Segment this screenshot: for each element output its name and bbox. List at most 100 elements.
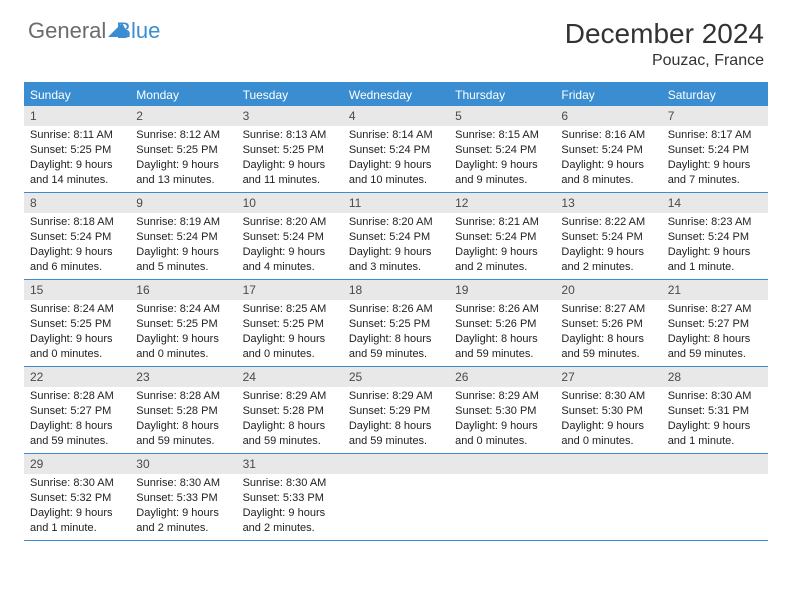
sunset-line: Sunset: 5:33 PM (243, 491, 337, 506)
day-number: 1 (24, 106, 130, 126)
day-number: 25 (343, 367, 449, 387)
sunset-line: Sunset: 5:25 PM (349, 317, 443, 332)
sunrise-line: Sunrise: 8:30 AM (30, 476, 124, 491)
day-number: 23 (130, 367, 236, 387)
calendar-day: 9Sunrise: 8:19 AMSunset: 5:24 PMDaylight… (130, 193, 236, 279)
sunset-line: Sunset: 5:25 PM (136, 143, 230, 158)
sunrise-line: Sunrise: 8:15 AM (455, 128, 549, 143)
day-details: Sunrise: 8:22 AMSunset: 5:24 PMDaylight:… (555, 213, 661, 278)
day-details: Sunrise: 8:12 AMSunset: 5:25 PMDaylight:… (130, 126, 236, 191)
sunrise-line: Sunrise: 8:28 AM (30, 389, 124, 404)
sunrise-line: Sunrise: 8:24 AM (30, 302, 124, 317)
day-number: 20 (555, 280, 661, 300)
day-details: Sunrise: 8:29 AMSunset: 5:29 PMDaylight:… (343, 387, 449, 452)
day-number: 26 (449, 367, 555, 387)
day-details: Sunrise: 8:21 AMSunset: 5:24 PMDaylight:… (449, 213, 555, 278)
weekday-header-row: SundayMondayTuesdayWednesdayThursdayFrid… (24, 84, 768, 106)
day-number: 5 (449, 106, 555, 126)
day-number: 27 (555, 367, 661, 387)
calendar-day: 11Sunrise: 8:20 AMSunset: 5:24 PMDayligh… (343, 193, 449, 279)
sunrise-line: Sunrise: 8:16 AM (561, 128, 655, 143)
daylight-line: Daylight: 8 hours and 59 minutes. (349, 332, 443, 362)
sunset-line: Sunset: 5:25 PM (30, 143, 124, 158)
day-number: 19 (449, 280, 555, 300)
day-number: 9 (130, 193, 236, 213)
calendar-day: 29Sunrise: 8:30 AMSunset: 5:32 PMDayligh… (24, 454, 130, 540)
day-details: Sunrise: 8:15 AMSunset: 5:24 PMDaylight:… (449, 126, 555, 191)
daylight-line: Daylight: 9 hours and 9 minutes. (455, 158, 549, 188)
sunrise-line: Sunrise: 8:19 AM (136, 215, 230, 230)
calendar-day: 25Sunrise: 8:29 AMSunset: 5:29 PMDayligh… (343, 367, 449, 453)
day-details: Sunrise: 8:28 AMSunset: 5:28 PMDaylight:… (130, 387, 236, 452)
daylight-line: Daylight: 9 hours and 7 minutes. (668, 158, 762, 188)
daylight-line: Daylight: 8 hours and 59 minutes. (136, 419, 230, 449)
sunset-line: Sunset: 5:28 PM (136, 404, 230, 419)
sunset-line: Sunset: 5:24 PM (243, 230, 337, 245)
sunset-line: Sunset: 5:24 PM (561, 143, 655, 158)
weekday-header: Friday (555, 84, 661, 106)
sunrise-line: Sunrise: 8:21 AM (455, 215, 549, 230)
sunset-line: Sunset: 5:31 PM (668, 404, 762, 419)
day-number: 8 (24, 193, 130, 213)
daylight-line: Daylight: 9 hours and 13 minutes. (136, 158, 230, 188)
day-number: 22 (24, 367, 130, 387)
sunrise-line: Sunrise: 8:28 AM (136, 389, 230, 404)
sunrise-line: Sunrise: 8:27 AM (561, 302, 655, 317)
weekday-header: Thursday (449, 84, 555, 106)
day-number: 3 (237, 106, 343, 126)
logo-text-blue: Blue (116, 18, 160, 44)
calendar-day: 20Sunrise: 8:27 AMSunset: 5:26 PMDayligh… (555, 280, 661, 366)
sunrise-line: Sunrise: 8:20 AM (243, 215, 337, 230)
sunrise-line: Sunrise: 8:20 AM (349, 215, 443, 230)
day-number: 18 (343, 280, 449, 300)
day-details: Sunrise: 8:29 AMSunset: 5:30 PMDaylight:… (449, 387, 555, 452)
day-number (343, 454, 449, 474)
day-details: Sunrise: 8:30 AMSunset: 5:33 PMDaylight:… (237, 474, 343, 539)
day-details: Sunrise: 8:25 AMSunset: 5:25 PMDaylight:… (237, 300, 343, 365)
daylight-line: Daylight: 9 hours and 1 minute. (668, 245, 762, 275)
sunrise-line: Sunrise: 8:13 AM (243, 128, 337, 143)
sunrise-line: Sunrise: 8:30 AM (243, 476, 337, 491)
calendar-day: 23Sunrise: 8:28 AMSunset: 5:28 PMDayligh… (130, 367, 236, 453)
daylight-line: Daylight: 9 hours and 0 minutes. (30, 332, 124, 362)
day-number: 11 (343, 193, 449, 213)
sunset-line: Sunset: 5:26 PM (455, 317, 549, 332)
day-number: 24 (237, 367, 343, 387)
day-details: Sunrise: 8:26 AMSunset: 5:26 PMDaylight:… (449, 300, 555, 365)
day-number: 30 (130, 454, 236, 474)
day-number: 13 (555, 193, 661, 213)
sunrise-line: Sunrise: 8:18 AM (30, 215, 124, 230)
sunset-line: Sunset: 5:24 PM (561, 230, 655, 245)
day-number: 21 (662, 280, 768, 300)
sunset-line: Sunset: 5:30 PM (455, 404, 549, 419)
calendar-day: 1Sunrise: 8:11 AMSunset: 5:25 PMDaylight… (24, 106, 130, 192)
sunset-line: Sunset: 5:24 PM (455, 143, 549, 158)
sunrise-line: Sunrise: 8:29 AM (243, 389, 337, 404)
sunrise-line: Sunrise: 8:30 AM (136, 476, 230, 491)
day-details: Sunrise: 8:14 AMSunset: 5:24 PMDaylight:… (343, 126, 449, 191)
day-number: 12 (449, 193, 555, 213)
daylight-line: Daylight: 8 hours and 59 minutes. (668, 332, 762, 362)
day-details: Sunrise: 8:30 AMSunset: 5:32 PMDaylight:… (24, 474, 130, 539)
sunrise-line: Sunrise: 8:30 AM (668, 389, 762, 404)
sunset-line: Sunset: 5:25 PM (30, 317, 124, 332)
daylight-line: Daylight: 9 hours and 1 minute. (668, 419, 762, 449)
sunset-line: Sunset: 5:24 PM (455, 230, 549, 245)
page-header: General Blue December 2024 Pouzac, Franc… (0, 0, 792, 76)
daylight-line: Daylight: 9 hours and 11 minutes. (243, 158, 337, 188)
daylight-line: Daylight: 9 hours and 0 minutes. (561, 419, 655, 449)
sunrise-line: Sunrise: 8:25 AM (243, 302, 337, 317)
sunrise-line: Sunrise: 8:12 AM (136, 128, 230, 143)
daylight-line: Daylight: 9 hours and 0 minutes. (136, 332, 230, 362)
sunrise-line: Sunrise: 8:30 AM (561, 389, 655, 404)
title-block: December 2024 Pouzac, France (565, 18, 764, 70)
calendar-day: 2Sunrise: 8:12 AMSunset: 5:25 PMDaylight… (130, 106, 236, 192)
sunrise-line: Sunrise: 8:29 AM (349, 389, 443, 404)
calendar-day: 15Sunrise: 8:24 AMSunset: 5:25 PMDayligh… (24, 280, 130, 366)
calendar-day: 31Sunrise: 8:30 AMSunset: 5:33 PMDayligh… (237, 454, 343, 540)
daylight-line: Daylight: 9 hours and 2 minutes. (243, 506, 337, 536)
logo-text-general: General (28, 18, 106, 44)
daylight-line: Daylight: 9 hours and 14 minutes. (30, 158, 124, 188)
day-number: 4 (343, 106, 449, 126)
sunset-line: Sunset: 5:24 PM (668, 143, 762, 158)
